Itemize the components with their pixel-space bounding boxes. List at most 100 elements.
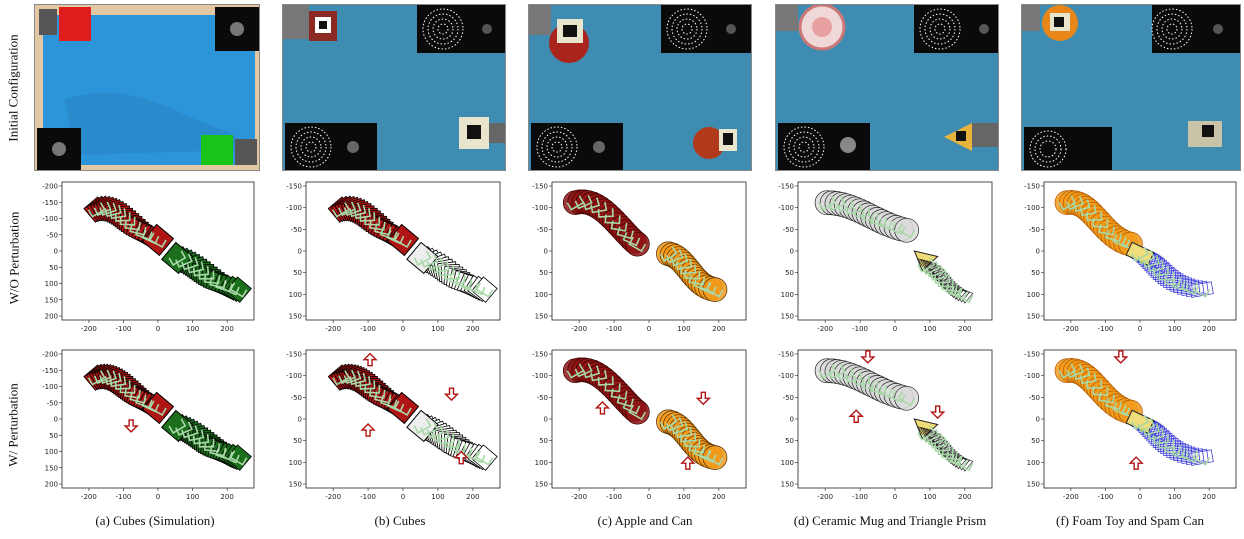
gripper-marker [187, 261, 205, 274]
y-tick-label: -50 [783, 226, 794, 234]
y-tick-label: 50 [1031, 437, 1040, 445]
gripper-marker [438, 266, 455, 277]
gripper-marker [87, 370, 106, 386]
trajectory-content [327, 352, 498, 471]
y-tick-label: 0 [54, 248, 58, 256]
gripper-marker [426, 425, 445, 439]
x-tick-label: 200 [712, 493, 725, 501]
x-tick-label: 100 [923, 325, 936, 333]
x-tick-label: 100 [186, 325, 199, 333]
x-tick-label: 100 [431, 325, 444, 333]
gripper-marker [444, 438, 460, 448]
gripper-marker [198, 270, 215, 280]
gripper-marker [684, 437, 701, 448]
red-cube-final [386, 223, 420, 257]
gripper-marker [698, 280, 717, 295]
y-tick-label: 100 [781, 459, 794, 467]
gripper-marker [124, 219, 141, 231]
y-tick-label: -100 [532, 204, 548, 212]
x-tick-label: 200 [958, 493, 971, 501]
gripper-marker [93, 369, 112, 385]
gripper-marker [99, 202, 117, 217]
y-tick-label: -150 [778, 183, 794, 191]
trajectory-plot-2-1: -200 -100 0 100 200 -150 -100 -50 0 50 100 150 [532, 349, 747, 501]
caption-c: (c) Apple and Can [597, 513, 693, 528]
gripper-marker [1192, 450, 1211, 466]
x-tick-label: 100 [677, 493, 690, 501]
gripper-marker [338, 201, 357, 217]
gripper-marker [665, 417, 684, 432]
gripper-marker [99, 370, 117, 385]
gripper-marker [917, 257, 936, 273]
gripper-marker [187, 429, 205, 442]
gripper-marker [168, 418, 187, 434]
gripper-marker [332, 202, 351, 218]
gripper-marker [684, 269, 701, 280]
y-tick-label: -50 [1029, 226, 1040, 234]
y-tick-label: -150 [286, 351, 302, 359]
gripper-marker [688, 274, 706, 286]
green-cube [201, 135, 233, 165]
row-label-initial-text: Initial Configuration [6, 34, 22, 142]
y-tick-label: 100 [781, 291, 794, 299]
gripper-marker [665, 249, 684, 264]
y-tick-label: -150 [1024, 351, 1040, 359]
perturbation-arrow [1113, 350, 1129, 364]
gripper-marker [354, 208, 371, 220]
gripper-marker [109, 376, 127, 388]
red-cube-final [141, 223, 175, 257]
gripper-marker [1164, 443, 1182, 455]
gripper-marker [1142, 423, 1160, 436]
x-tick-label: -100 [1097, 325, 1113, 333]
gripper-marker [937, 278, 954, 288]
trajectory-content [83, 195, 252, 303]
x-tick-label: 200 [958, 325, 971, 333]
gripper-marker [343, 370, 362, 385]
gripper-marker [475, 282, 494, 298]
x-tick-label: 0 [401, 493, 405, 501]
x-tick-label: 0 [1138, 493, 1142, 501]
y-tick-label: 150 [45, 296, 58, 304]
y-tick-label: -100 [1024, 372, 1040, 380]
gripper-marker [926, 264, 944, 278]
y-tick-label: 150 [289, 313, 302, 321]
gripper-marker [659, 246, 678, 262]
gripper-marker [1086, 211, 1103, 222]
y-tick-label: 200 [45, 481, 58, 489]
gripper-marker [349, 204, 367, 218]
gripper-marker [1098, 224, 1116, 236]
y-tick-label: 50 [49, 264, 58, 272]
y-tick-label: 0 [298, 248, 302, 256]
gripper-marker [878, 385, 897, 399]
x-tick-label: 0 [1138, 325, 1142, 333]
trajectory-plot-0-0: -200 -100 0 100 200 -200 -150 -100 -50 0 50 100 150 2… [42, 181, 255, 333]
gripper-marker [1104, 229, 1123, 243]
gripper-marker [192, 266, 210, 277]
gripper-marker [181, 257, 199, 271]
gripper-marker [941, 281, 958, 293]
x-tick-label: 0 [401, 325, 405, 333]
y-tick-label: -100 [778, 204, 794, 212]
gripper-marker [420, 253, 439, 268]
gripper-marker [221, 449, 240, 464]
gripper-marker [449, 273, 466, 285]
trajectory-content [562, 189, 728, 302]
y-tick-label: 100 [535, 291, 548, 299]
gripper-marker [1164, 275, 1182, 287]
y-tick-label: -50 [47, 399, 58, 407]
gripper-marker [114, 380, 131, 390]
perturbation-arrow [443, 387, 460, 402]
perturbation-arrow [1128, 456, 1144, 470]
gripper-marker [364, 384, 381, 394]
caption-b: (b) Cubes [374, 513, 426, 528]
trajectory-content [814, 190, 974, 304]
second-cube-final [160, 409, 194, 443]
trajectory-content [83, 363, 252, 471]
gripper-marker [343, 202, 362, 217]
trajectory-content [1054, 190, 1214, 298]
gripper-marker [426, 257, 445, 271]
gripper-marker [1112, 401, 1131, 417]
y-tick-label: 150 [289, 481, 302, 489]
gripper-marker [1137, 418, 1155, 433]
gripper-marker [1079, 204, 1097, 217]
